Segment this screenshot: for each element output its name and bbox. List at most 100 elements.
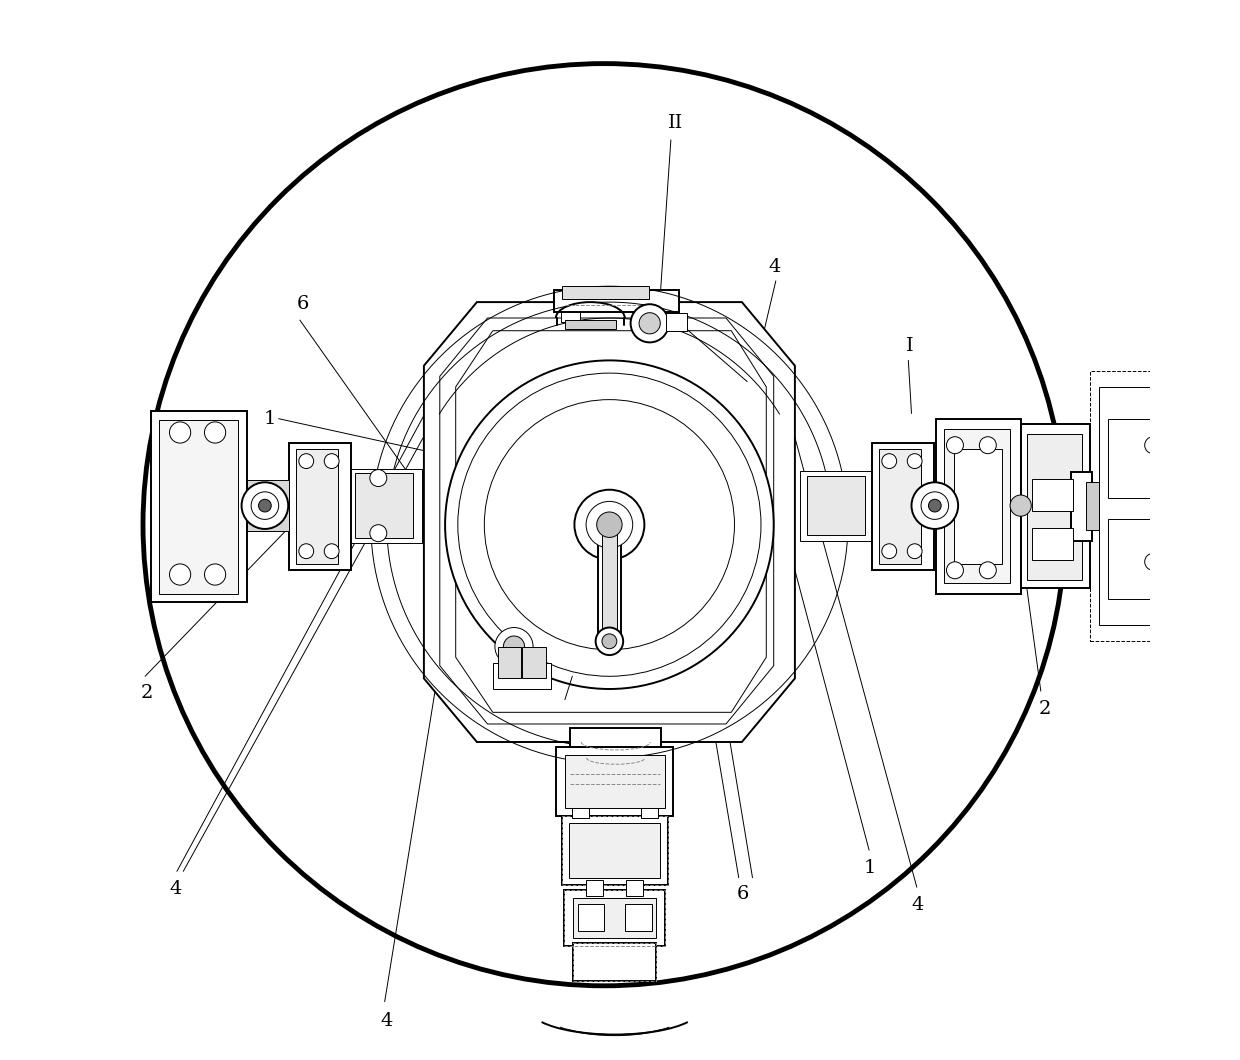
Bar <box>562 816 667 885</box>
Circle shape <box>1145 553 1162 570</box>
Bar <box>626 880 644 896</box>
Circle shape <box>639 313 660 334</box>
Circle shape <box>242 482 288 529</box>
Bar <box>573 943 656 980</box>
Bar <box>800 471 872 541</box>
Circle shape <box>1011 495 1032 516</box>
Circle shape <box>882 454 897 469</box>
Bar <box>945 429 1011 583</box>
Circle shape <box>170 564 191 585</box>
Bar <box>295 449 339 564</box>
Circle shape <box>299 544 314 559</box>
Circle shape <box>601 634 616 649</box>
Bar <box>587 880 603 896</box>
Bar <box>954 449 1002 564</box>
Bar <box>565 755 665 808</box>
Text: I: I <box>906 337 914 355</box>
Circle shape <box>882 544 897 559</box>
Bar <box>1033 528 1073 560</box>
Circle shape <box>595 628 624 655</box>
Circle shape <box>921 492 949 519</box>
Bar <box>289 443 351 570</box>
Circle shape <box>946 437 963 454</box>
Bar <box>625 904 652 931</box>
Circle shape <box>205 564 226 585</box>
Bar <box>355 473 413 538</box>
Text: 4: 4 <box>911 896 924 914</box>
Circle shape <box>205 422 226 443</box>
Bar <box>564 890 665 946</box>
Circle shape <box>908 544 923 559</box>
Text: 1: 1 <box>864 859 877 877</box>
Text: 4: 4 <box>381 1012 393 1030</box>
Bar <box>569 823 660 878</box>
Circle shape <box>325 454 339 469</box>
Circle shape <box>908 454 923 469</box>
Circle shape <box>980 437 996 454</box>
Bar <box>564 890 665 946</box>
Circle shape <box>325 544 339 559</box>
Text: 2: 2 <box>141 684 154 702</box>
Bar <box>560 312 580 322</box>
Polygon shape <box>424 302 795 742</box>
Circle shape <box>587 501 632 548</box>
Circle shape <box>258 499 272 512</box>
Circle shape <box>370 470 387 487</box>
Bar <box>641 808 658 818</box>
Text: 4: 4 <box>170 880 182 898</box>
Bar <box>1086 482 1099 530</box>
Bar <box>666 313 687 331</box>
Circle shape <box>445 360 774 689</box>
Circle shape <box>946 562 963 579</box>
Text: 6: 6 <box>737 885 749 903</box>
Bar <box>1090 371 1233 641</box>
Bar <box>554 290 680 312</box>
Circle shape <box>631 304 668 342</box>
Bar <box>1107 419 1156 498</box>
Circle shape <box>980 562 996 579</box>
Bar <box>573 898 656 938</box>
Bar <box>350 469 422 543</box>
Bar <box>522 647 546 678</box>
Bar <box>1027 434 1083 580</box>
Circle shape <box>299 454 314 469</box>
Bar <box>578 904 604 931</box>
Bar <box>562 816 667 885</box>
Bar <box>557 747 673 816</box>
Text: 1: 1 <box>263 410 275 427</box>
Circle shape <box>596 512 622 537</box>
Circle shape <box>503 636 525 657</box>
Bar <box>562 286 649 299</box>
Bar <box>573 808 589 818</box>
Circle shape <box>252 492 279 519</box>
Text: II: II <box>1123 448 1138 466</box>
Bar <box>159 420 238 594</box>
Bar <box>1070 472 1091 541</box>
Bar <box>936 419 1021 594</box>
Polygon shape <box>456 331 766 712</box>
Bar <box>565 320 616 329</box>
Circle shape <box>1145 437 1162 454</box>
Text: 2: 2 <box>1039 700 1052 718</box>
Bar <box>1099 387 1224 625</box>
Bar <box>653 312 673 322</box>
Bar <box>601 530 616 636</box>
Bar <box>151 411 247 602</box>
Bar <box>1107 519 1156 599</box>
Bar <box>1021 424 1090 588</box>
Circle shape <box>370 525 387 542</box>
Bar <box>498 647 522 678</box>
Bar <box>806 476 864 535</box>
Bar <box>872 443 934 570</box>
Circle shape <box>495 628 533 666</box>
Bar <box>492 662 551 689</box>
Circle shape <box>929 499 941 512</box>
Bar <box>1033 479 1073 511</box>
Bar <box>247 480 289 531</box>
Circle shape <box>911 482 959 529</box>
Bar <box>570 728 661 747</box>
Text: 6: 6 <box>296 295 309 313</box>
Circle shape <box>574 490 645 560</box>
Text: II: II <box>667 114 683 132</box>
Circle shape <box>170 422 191 443</box>
